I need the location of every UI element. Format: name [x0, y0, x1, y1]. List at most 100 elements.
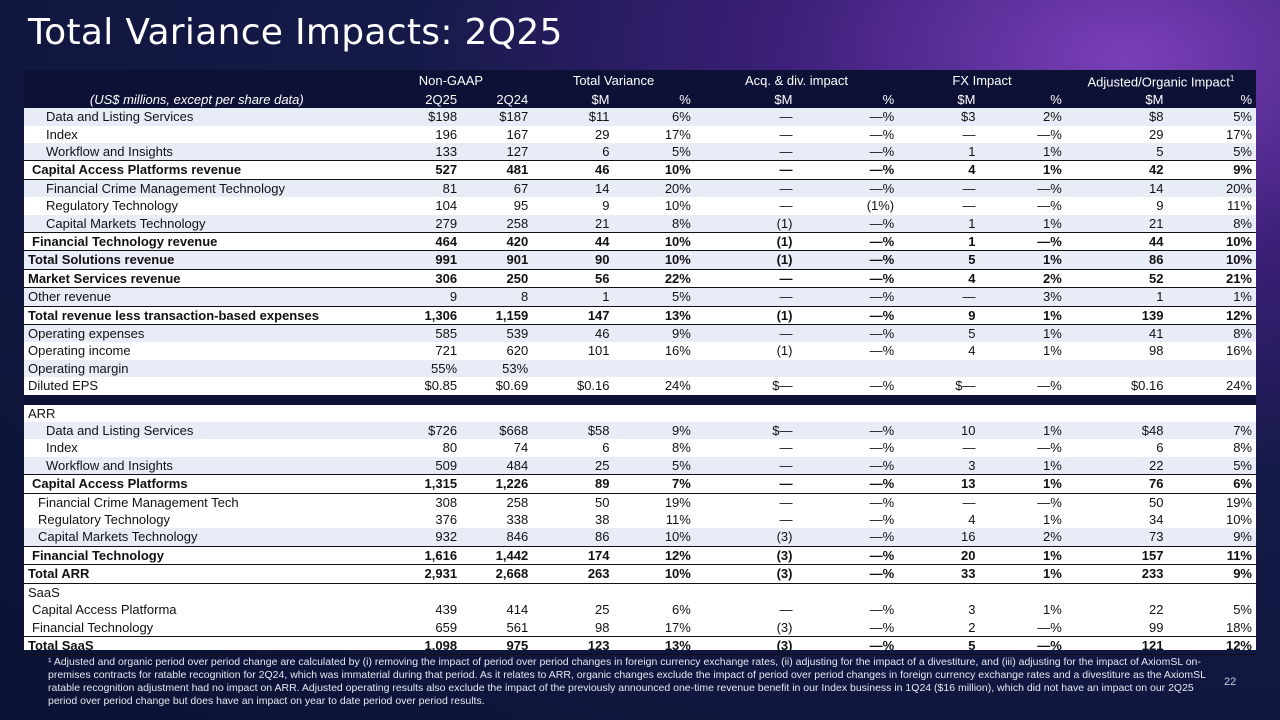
- table-cell: 67: [461, 178, 533, 198]
- table-cell: 338: [506, 512, 529, 528]
- table-cell: 6: [1156, 440, 1164, 456]
- table-cell: —%: [796, 287, 899, 307]
- table-cell: 10%: [613, 250, 695, 270]
- table-cell: 21%: [1167, 268, 1256, 288]
- table-cell: 439: [435, 602, 458, 618]
- table-cell: 81: [369, 178, 462, 198]
- table-cell: $3: [898, 108, 980, 126]
- section-header-row: SaaS: [24, 583, 1256, 601]
- table-cell: 1,306: [369, 305, 462, 325]
- table-cell: —%: [796, 108, 899, 126]
- row-label: Total revenue less transaction-based exp…: [24, 305, 370, 325]
- table-cell: 16%: [1225, 343, 1252, 359]
- table-row: Data and Listing Services $726 $668 $58 9% $—…: [24, 422, 1256, 440]
- table-cell: 167: [506, 126, 529, 142]
- row-label: Capital Access Platforms: [24, 474, 370, 494]
- table-cell: (1): [776, 343, 793, 359]
- table-cell: (3): [694, 564, 797, 584]
- table-cell: 11%: [1226, 198, 1252, 214]
- table-cell: 1%: [1043, 512, 1062, 528]
- table-row: Financial Crime Management Technology 81 6…: [24, 178, 1256, 198]
- group-fx: FX Impact: [898, 70, 1066, 91]
- table-cell: —%: [796, 231, 899, 251]
- table-cell: 4: [898, 268, 980, 288]
- table-cell: [1167, 359, 1256, 378]
- table-cell: 76: [1065, 474, 1168, 494]
- table-cell: 527: [369, 160, 462, 180]
- table-cell: 42: [1065, 160, 1168, 180]
- row-label: Data and Listing Services: [24, 108, 370, 126]
- table-cell: [613, 359, 695, 378]
- table-cell: 5%: [613, 287, 695, 307]
- table-row: Market Services revenue 306 250 56 22% — —% 4 2%…: [24, 268, 1256, 288]
- header-col-row: (US$ millions, except per share data) 2Q…: [24, 90, 1256, 109]
- table-cell: 3: [968, 602, 976, 618]
- table-cell: 24%: [664, 378, 691, 394]
- row-label: Capital Markets Technology: [24, 528, 370, 547]
- table-cell: 29: [595, 126, 610, 142]
- table-row: Diluted EPS $0.85 $0.69 $0.16 24% $— —% $— —% $0.…: [24, 377, 1256, 394]
- table-cell: 4: [898, 160, 980, 180]
- table-row: Operating margin 55% 53%: [24, 359, 1256, 378]
- table-row: Capital Access Platforms revenue 527 481 46…: [24, 160, 1256, 180]
- table-cell: 1: [898, 142, 980, 161]
- col-header: $M: [1065, 90, 1168, 109]
- table-cell: 1,098: [369, 635, 462, 656]
- table-cell: —%: [979, 231, 1066, 251]
- table-cell: 50: [532, 492, 614, 512]
- table-cell: —%: [979, 178, 1066, 198]
- table-row: Total Solutions revenue 991 901 90 10% (1) —% 5…: [24, 250, 1256, 270]
- table-cell: 1: [1065, 287, 1168, 307]
- table-cell: 9%: [1167, 160, 1256, 180]
- table-row: Regulatory Technology 104 95 9 10% — (1%) — —% 9 1…: [24, 197, 1256, 214]
- table-cell: 41: [1065, 324, 1168, 343]
- table-cell: 16%: [664, 343, 691, 359]
- table-cell: 121: [1065, 635, 1168, 656]
- col-header: %: [796, 90, 899, 109]
- table-cell: 306: [369, 268, 462, 288]
- table-cell: 5%: [1233, 602, 1252, 618]
- header-group-row: Non-GAAP Total Variance Acq. & div. impa…: [24, 70, 1256, 91]
- table-cell: 991: [369, 250, 462, 270]
- table-cell: 1,442: [461, 545, 533, 565]
- table-cell: 1,226: [461, 474, 533, 494]
- table-cell: 46: [532, 324, 614, 343]
- table-cell: 5%: [1167, 142, 1256, 161]
- row-label: Workflow and Insights: [24, 456, 370, 475]
- table-cell: —%: [979, 492, 1066, 512]
- col-header: $M: [898, 90, 980, 109]
- table-cell: 17%: [664, 126, 691, 142]
- table-cell: (3): [694, 545, 797, 565]
- table-cell: (1): [694, 231, 797, 251]
- page-title: Total Variance Impacts: 2Q25: [28, 12, 563, 53]
- table-row: Data and Listing Services $198 $187 $11 6% — —…: [24, 108, 1256, 126]
- table-cell: 258: [461, 214, 533, 233]
- table-cell: 620: [506, 343, 529, 359]
- row-label: Diluted EPS: [28, 378, 99, 394]
- table-cell: 4: [968, 512, 976, 528]
- table-cell: $58: [532, 422, 614, 440]
- table-cell: 6: [532, 142, 614, 161]
- group-acq-div: Acq. & div. impact: [694, 70, 899, 91]
- row-label: Operating income: [28, 343, 131, 359]
- table-cell: 25: [595, 602, 610, 618]
- table-cell: 1%: [979, 324, 1066, 343]
- table-cell: —%: [796, 545, 899, 565]
- table-cell: 29: [1149, 126, 1164, 142]
- table-cell: —%: [796, 305, 899, 325]
- table-cell: —%: [796, 564, 899, 584]
- table-cell: 25: [532, 456, 614, 475]
- table-cell: $48: [1065, 422, 1168, 440]
- footnote-marker: 1: [1229, 74, 1235, 83]
- table-cell: (3): [776, 619, 793, 635]
- table-cell: 8%: [672, 440, 691, 456]
- table-cell: 932: [369, 528, 462, 547]
- table-cell: —%: [796, 635, 899, 656]
- table-cell: 846: [461, 528, 533, 547]
- table-cell: 279: [369, 214, 462, 233]
- col-header: $M: [532, 90, 614, 109]
- table-cell: 24%: [1225, 378, 1252, 394]
- table-cell: $8: [1065, 108, 1168, 126]
- table-cell: —%: [869, 602, 895, 618]
- table-row: Operating expenses 585 539 46 9% — —% 5 1% 41 8%: [24, 324, 1256, 343]
